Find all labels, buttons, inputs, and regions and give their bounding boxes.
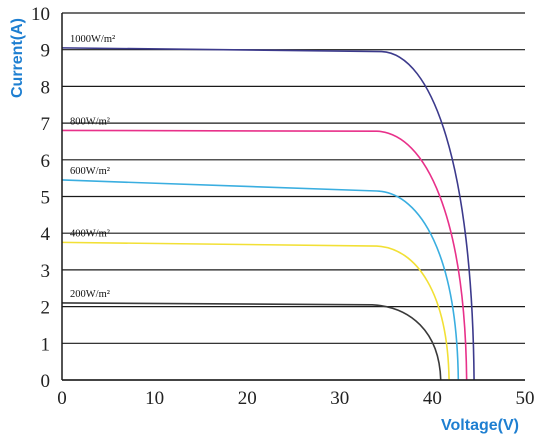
iv-curve-600w [61, 179, 460, 381]
tick-labels: 0 1 2 3 4 5 6 7 8 9 10 0 10 20 30 40 50 [31, 4, 535, 409]
iv-curve-400w [61, 241, 450, 381]
y-tick-label-6: 6 [41, 151, 51, 172]
y-tick-label-0: 0 [41, 371, 51, 392]
y-tick-label-7: 7 [41, 114, 51, 135]
iv-curve-200w [61, 302, 442, 381]
iv-curve-1000w [61, 47, 475, 381]
iv-curves [61, 47, 475, 381]
y-tick-label-3: 3 [41, 261, 51, 282]
x-tick-label-0: 0 [57, 388, 67, 409]
x-tick-label-40: 40 [423, 388, 442, 409]
curve-label-1000w: 1000W/m² [70, 34, 115, 45]
x-tick-label-50: 50 [516, 388, 535, 409]
y-tick-label-2: 2 [41, 298, 51, 319]
curve-label-400w: 400W/m² [70, 228, 110, 239]
y-tick-label-1: 1 [41, 334, 51, 355]
x-tick-label-30: 30 [330, 388, 349, 409]
axes [61, 13, 525, 381]
curve-label-800w: 800W/m² [70, 116, 110, 127]
y-tick-label-5: 5 [41, 188, 51, 209]
x-tick-label-10: 10 [145, 388, 164, 409]
curve-label-600w: 600W/m² [70, 166, 110, 177]
x-axis-title: Voltage(V) [441, 417, 519, 434]
grid-lines [62, 12, 525, 381]
y-tick-label-4: 4 [41, 224, 51, 245]
iv-curve-800w [61, 129, 468, 381]
curve-label-200w: 200W/m² [70, 289, 110, 300]
y-tick-label-8: 8 [41, 77, 51, 98]
x-tick-label-20: 20 [238, 388, 257, 409]
curve-labels: 1000W/m² 800W/m² 600W/m² 400W/m² 200W/m² [70, 34, 115, 300]
y-tick-label-10: 10 [31, 4, 50, 25]
y-tick-label-9: 9 [41, 41, 51, 62]
y-axis-title: Current(A) [9, 18, 26, 98]
